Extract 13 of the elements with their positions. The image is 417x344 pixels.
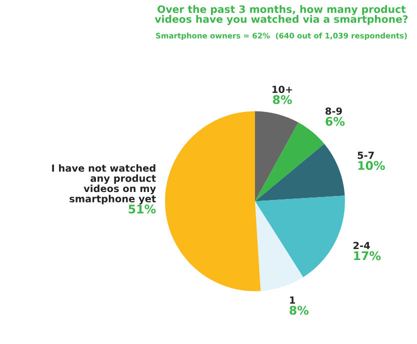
data-label: 8%: [272, 95, 292, 104]
slice-label: I have not watched any product videos on my smartphone yet: [52, 164, 156, 204]
data-label: 10%: [358, 161, 385, 170]
chart-title: Over the past 3 months, how many product videos have you watched via a smartphone?: [154, 5, 408, 25]
data-label: 8%: [290, 306, 309, 315]
slice-label: 1: [290, 296, 296, 304]
data-label: 17%: [354, 251, 381, 260]
data-label: 51%: [128, 204, 156, 214]
slice-label: 5-7: [358, 152, 374, 159]
slice-label: 10+: [272, 86, 292, 94]
slice-label: 8-9: [326, 107, 342, 115]
data-label: 6%: [326, 116, 345, 126]
slice-label: 2-4: [354, 242, 370, 250]
